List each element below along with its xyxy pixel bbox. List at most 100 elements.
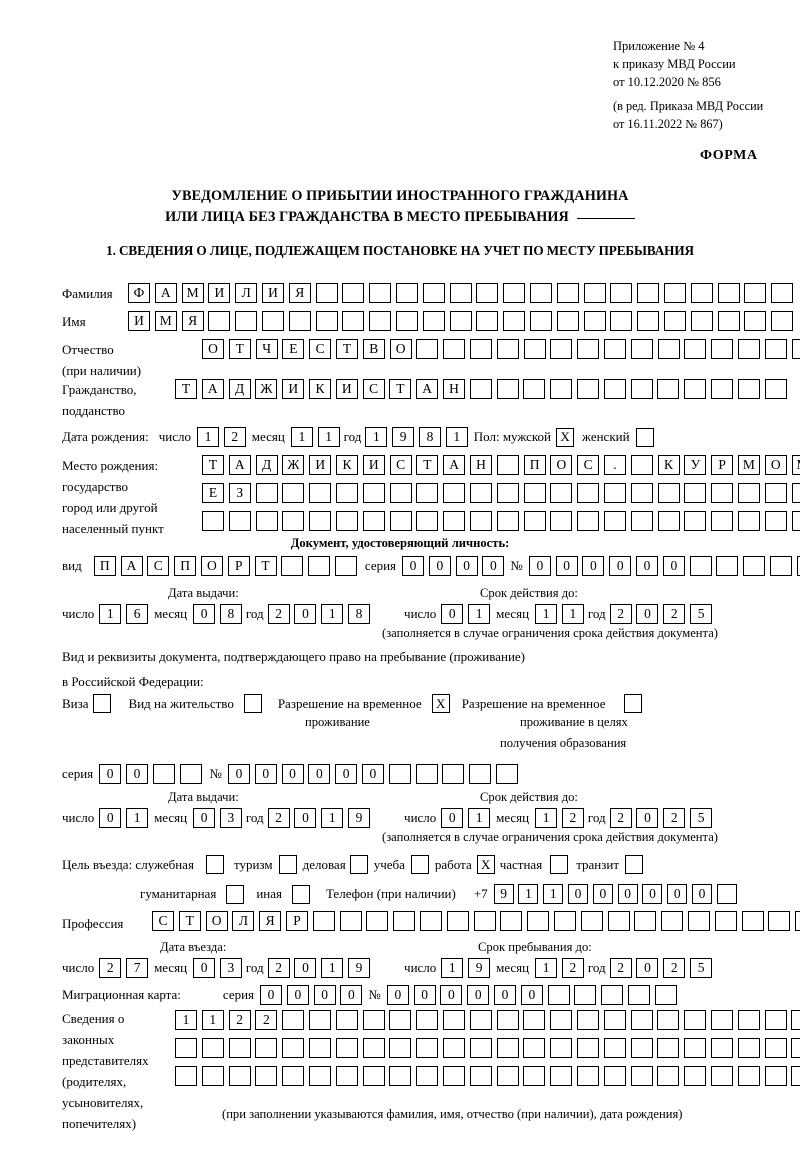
temp-residence-edu-checkbox[interactable] bbox=[623, 694, 642, 713]
cell[interactable]: 0 bbox=[294, 958, 317, 978]
cell[interactable]: А bbox=[443, 455, 466, 475]
cell[interactable] bbox=[550, 1066, 573, 1086]
residence-permit-checkbox[interactable] bbox=[243, 694, 262, 713]
cell[interactable] bbox=[630, 483, 653, 503]
cell[interactable]: 1 bbox=[317, 427, 340, 447]
cell[interactable] bbox=[443, 511, 466, 531]
cell[interactable] bbox=[657, 511, 680, 531]
cell[interactable]: Я bbox=[259, 911, 282, 931]
cell[interactable] bbox=[523, 379, 546, 399]
cell[interactable]: 2 bbox=[561, 808, 584, 828]
cell[interactable] bbox=[630, 339, 653, 359]
cell[interactable]: Т bbox=[416, 455, 439, 475]
cell[interactable]: 7 bbox=[126, 958, 149, 978]
cell[interactable] bbox=[744, 311, 767, 331]
cell[interactable] bbox=[469, 1066, 492, 1086]
cell[interactable] bbox=[630, 1010, 653, 1030]
cell[interactable]: И bbox=[362, 455, 385, 475]
cell[interactable]: К bbox=[335, 455, 358, 475]
cell[interactable] bbox=[255, 483, 278, 503]
cell[interactable] bbox=[342, 283, 365, 303]
cell[interactable] bbox=[500, 911, 523, 931]
cell[interactable] bbox=[309, 483, 332, 503]
cell[interactable] bbox=[690, 311, 713, 331]
cell[interactable] bbox=[663, 311, 686, 331]
cell[interactable]: 2 bbox=[228, 1010, 251, 1030]
cell[interactable] bbox=[281, 556, 304, 576]
cell[interactable]: 2 bbox=[255, 1010, 278, 1030]
cell[interactable]: Т bbox=[202, 455, 224, 475]
cell[interactable] bbox=[771, 283, 794, 303]
cell[interactable]: 0 bbox=[294, 604, 317, 624]
cell[interactable] bbox=[657, 1038, 680, 1058]
cell[interactable]: 0 bbox=[482, 556, 505, 576]
cell[interactable] bbox=[716, 556, 739, 576]
cell[interactable] bbox=[576, 1010, 599, 1030]
cell[interactable] bbox=[366, 911, 389, 931]
cell[interactable]: О bbox=[202, 339, 224, 359]
cell[interactable] bbox=[710, 1010, 733, 1030]
cell[interactable]: Д bbox=[255, 455, 278, 475]
cell[interactable] bbox=[553, 911, 576, 931]
cell[interactable] bbox=[255, 511, 278, 531]
cell[interactable]: 0 bbox=[308, 764, 331, 784]
cell[interactable]: 0 bbox=[642, 884, 663, 904]
cell[interactable] bbox=[791, 339, 800, 359]
cell[interactable] bbox=[496, 1066, 519, 1086]
cell[interactable] bbox=[690, 283, 713, 303]
cell[interactable] bbox=[308, 1010, 331, 1030]
cell[interactable] bbox=[550, 483, 573, 503]
cell[interactable]: 1 bbox=[468, 604, 491, 624]
cell[interactable]: 1 bbox=[445, 427, 468, 447]
cell[interactable] bbox=[657, 339, 680, 359]
cell[interactable] bbox=[583, 283, 606, 303]
cell[interactable] bbox=[711, 483, 734, 503]
cell[interactable] bbox=[764, 511, 787, 531]
cell[interactable] bbox=[603, 1038, 626, 1058]
cell[interactable]: 0 bbox=[441, 604, 464, 624]
cell[interactable] bbox=[496, 1038, 519, 1058]
cell[interactable] bbox=[255, 1038, 278, 1058]
cell[interactable]: Н bbox=[442, 379, 465, 399]
cell[interactable] bbox=[415, 764, 438, 784]
cell[interactable]: 2 bbox=[609, 604, 632, 624]
cell[interactable]: 0 bbox=[662, 556, 685, 576]
cell[interactable] bbox=[282, 483, 305, 503]
cell[interactable] bbox=[288, 311, 311, 331]
cell[interactable]: О bbox=[389, 339, 412, 359]
cell[interactable]: 1 bbox=[99, 604, 122, 624]
cell[interactable]: 0 bbox=[99, 808, 122, 828]
cell[interactable]: 1 bbox=[175, 1010, 197, 1030]
cell[interactable]: 1 bbox=[321, 958, 344, 978]
cell[interactable] bbox=[339, 911, 362, 931]
cell[interactable] bbox=[312, 911, 335, 931]
cell[interactable] bbox=[550, 379, 573, 399]
cell[interactable] bbox=[556, 283, 579, 303]
cell[interactable] bbox=[577, 339, 600, 359]
sex-female-checkbox[interactable] bbox=[635, 427, 654, 447]
cell[interactable] bbox=[389, 1038, 412, 1058]
cell[interactable] bbox=[529, 283, 552, 303]
cell[interactable] bbox=[476, 311, 499, 331]
cell[interactable]: Р bbox=[285, 911, 308, 931]
purpose-work-checkbox[interactable]: Х bbox=[476, 855, 495, 874]
cell[interactable] bbox=[469, 1038, 492, 1058]
cell[interactable] bbox=[689, 556, 712, 576]
cell[interactable] bbox=[717, 311, 740, 331]
cell[interactable] bbox=[469, 483, 492, 503]
cell[interactable]: 0 bbox=[254, 764, 277, 784]
cell[interactable] bbox=[684, 379, 707, 399]
cell[interactable] bbox=[342, 311, 365, 331]
cell[interactable] bbox=[764, 1066, 787, 1086]
cell[interactable] bbox=[503, 311, 526, 331]
cell[interactable]: 2 bbox=[663, 604, 686, 624]
cell[interactable] bbox=[764, 1038, 787, 1058]
cell[interactable]: И bbox=[128, 311, 150, 331]
cell[interactable] bbox=[416, 483, 439, 503]
cell[interactable] bbox=[741, 911, 764, 931]
cell[interactable]: 0 bbox=[582, 556, 605, 576]
cell[interactable]: 0 bbox=[455, 556, 478, 576]
cell[interactable]: П bbox=[523, 455, 546, 475]
cell[interactable]: И bbox=[335, 379, 358, 399]
cell[interactable] bbox=[529, 311, 552, 331]
